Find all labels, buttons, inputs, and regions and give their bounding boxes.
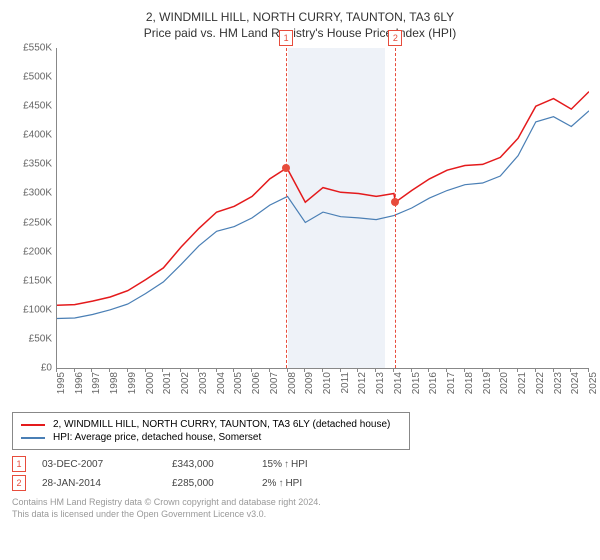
x-tick-label: 2002	[180, 372, 191, 394]
legend: 2, WINDMILL HILL, NORTH CURRY, TAUNTON, …	[12, 412, 410, 450]
sale-row: 2 28-JAN-2014£285,0002% ↑ HPI	[12, 475, 588, 491]
legend-item: HPI: Average price, detached house, Some…	[21, 432, 401, 443]
legend-label: HPI: Average price, detached house, Some…	[53, 432, 261, 443]
x-tick-label: 2019	[482, 372, 493, 394]
sale-marker-badge: 2	[388, 30, 402, 46]
x-tick-label: 2025	[588, 372, 599, 394]
x-tick-label: 2005	[233, 372, 244, 394]
x-tick-label: 2011	[340, 372, 351, 394]
y-tick-label: £100K	[23, 304, 52, 315]
y-tick-label: £400K	[23, 130, 52, 141]
y-tick-label: £350K	[23, 159, 52, 170]
page-title-subtitle: Price paid vs. HM Land Registry's House …	[12, 26, 588, 40]
x-tick-label: 2004	[216, 372, 227, 394]
y-tick-label: £250K	[23, 217, 52, 228]
sale-row: 1 03-DEC-2007£343,00015% ↑ HPI	[12, 456, 588, 472]
sale-date: 28-JAN-2014	[42, 478, 172, 489]
x-tick-label: 1996	[74, 372, 85, 394]
page-title-address: 2, WINDMILL HILL, NORTH CURRY, TAUNTON, …	[12, 10, 588, 24]
x-tick-label: 2013	[375, 372, 386, 394]
legend-swatch	[21, 424, 45, 426]
x-tick-label: 1997	[91, 372, 102, 394]
x-tick-label: 2015	[411, 372, 422, 394]
y-tick-label: £50K	[29, 333, 52, 344]
attribution-line2: This data is licensed under the Open Gov…	[12, 509, 588, 521]
x-tick-label: 1995	[56, 372, 67, 394]
sale-marker-line	[395, 48, 396, 368]
y-tick-label: £150K	[23, 275, 52, 286]
y-tick-label: £300K	[23, 188, 52, 199]
y-tick-label: £200K	[23, 246, 52, 257]
x-tick-label: 2022	[535, 372, 546, 394]
x-tick-label: 2014	[393, 372, 404, 394]
y-tick-label: £450K	[23, 101, 52, 112]
plot-area: 12	[56, 48, 589, 369]
x-tick-label: 2023	[553, 372, 564, 394]
series-property	[57, 92, 589, 306]
x-tick-label: 2012	[357, 372, 368, 394]
x-tick-label: 2001	[162, 372, 173, 394]
legend-label: 2, WINDMILL HILL, NORTH CURRY, TAUNTON, …	[53, 419, 390, 430]
y-axis: £0£50K£100K£150K£200K£250K£300K£350K£400…	[12, 48, 56, 368]
sales-table: 1 03-DEC-2007£343,00015% ↑ HPI 2 28-JAN-201…	[12, 456, 588, 491]
x-tick-label: 2010	[322, 372, 333, 394]
sale-row-marker: 1	[12, 456, 26, 472]
sale-point	[391, 198, 399, 206]
legend-swatch	[21, 437, 45, 439]
x-tick-label: 1999	[127, 372, 138, 394]
x-tick-label: 2009	[304, 372, 315, 394]
x-tick-label: 2017	[446, 372, 457, 394]
sale-hpi-delta: 15% ↑ HPI	[262, 459, 308, 470]
legend-item: 2, WINDMILL HILL, NORTH CURRY, TAUNTON, …	[21, 419, 401, 430]
x-tick-label: 2006	[251, 372, 262, 394]
x-tick-label: 2016	[428, 372, 439, 394]
sale-row-marker: 2	[12, 475, 26, 491]
sale-point	[282, 164, 290, 172]
y-tick-label: £0	[41, 363, 52, 374]
y-tick-label: £500K	[23, 72, 52, 83]
x-tick-label: 2000	[145, 372, 156, 394]
chart-lines	[57, 48, 589, 368]
sale-marker-line	[286, 48, 287, 368]
x-tick-label: 2021	[517, 372, 528, 394]
x-tick-label: 2020	[499, 372, 510, 394]
attribution: Contains HM Land Registry data © Crown c…	[12, 497, 588, 520]
x-tick-label: 2007	[269, 372, 280, 394]
sale-price: £343,000	[172, 459, 262, 470]
x-tick-label: 2008	[287, 372, 298, 394]
sale-marker-badge: 1	[279, 30, 293, 46]
x-tick-label: 2003	[198, 372, 209, 394]
price-chart: £0 £50K £100K £150K £200K £250K £300K £350K £400…	[12, 48, 588, 408]
x-tick-label: 1998	[109, 372, 120, 394]
sale-price: £285,000	[172, 478, 262, 489]
x-axis: 1995 1996 1997 1998 1999 2000 2001 2002 2003 2004…	[56, 368, 588, 408]
series-hpi	[57, 111, 589, 319]
arrow-up-icon: ↑	[284, 459, 289, 470]
x-tick-label: 2018	[464, 372, 475, 394]
x-tick-label: 2024	[570, 372, 581, 394]
sale-date: 03-DEC-2007	[42, 459, 172, 470]
arrow-up-icon: ↑	[278, 478, 283, 489]
sale-hpi-delta: 2% ↑ HPI	[262, 478, 302, 489]
y-tick-label: £550K	[23, 43, 52, 54]
attribution-line1: Contains HM Land Registry data © Crown c…	[12, 497, 588, 509]
